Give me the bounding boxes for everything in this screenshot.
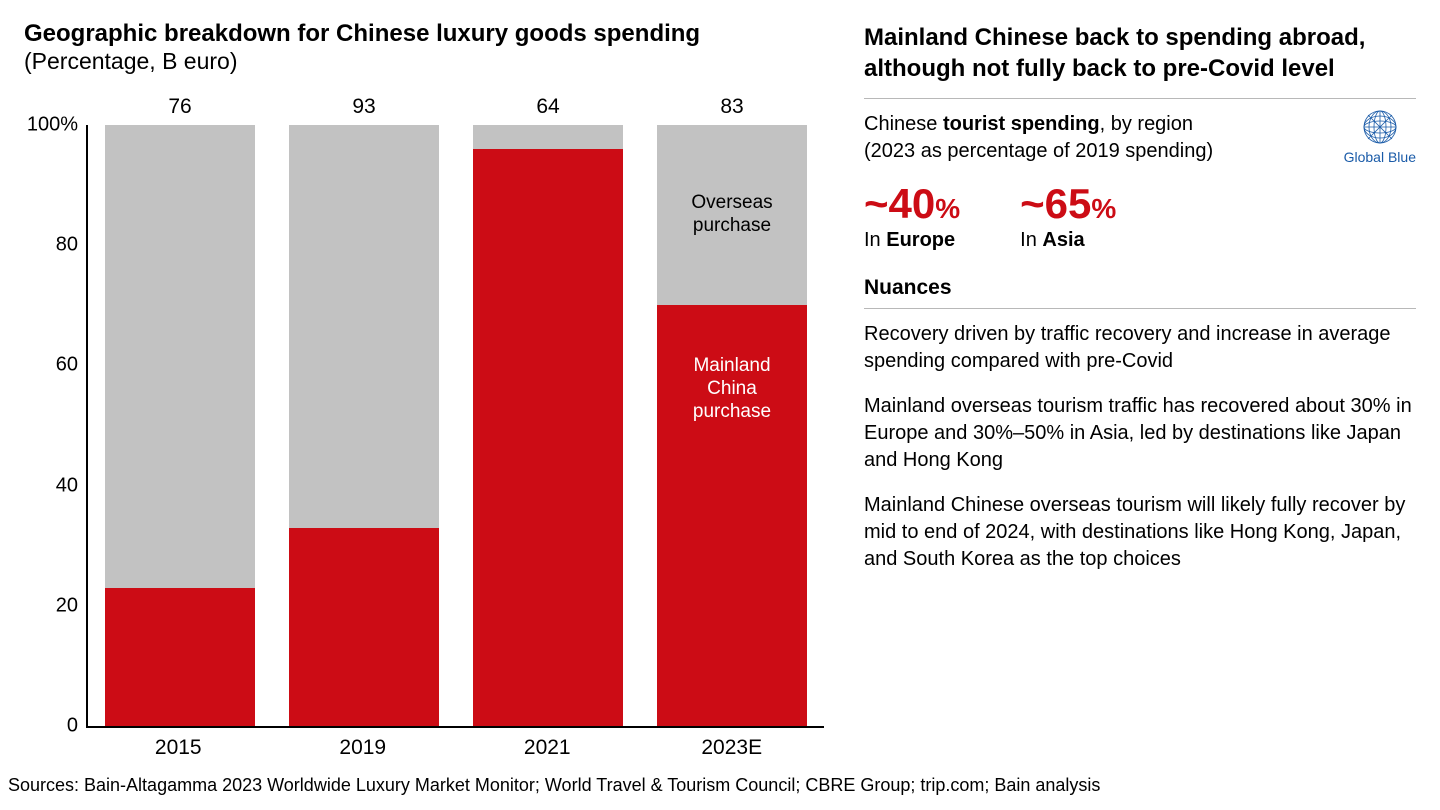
y-tick: 20 [56, 594, 78, 617]
x-label: 2015 [103, 736, 253, 760]
bar-top-value: 64 [473, 95, 623, 119]
chart-title: Geographic breakdown for Chinese luxury … [24, 20, 824, 48]
nuance-item: Recovery driven by traffic recovery and … [864, 321, 1416, 375]
bar-segment-overseas [289, 125, 439, 528]
bar-segment-mainland [289, 528, 439, 726]
bar-segment-mainland [473, 149, 623, 726]
bar-segment-overseas [473, 125, 623, 149]
chart-panel: Geographic breakdown for Chinese luxury … [24, 20, 824, 760]
plot-area: 76936483OverseaspurchaseMainlandChinapur… [86, 125, 824, 726]
bar-group: 64 [473, 125, 623, 726]
stat-value: ~40% [864, 183, 960, 225]
info-title: Mainland Chinese back to spending abroad… [864, 22, 1416, 84]
x-label: 2019 [288, 736, 438, 760]
mainland-label: MainlandChinapurchase [657, 355, 807, 423]
stat-block: ~40% In Europe [864, 183, 960, 252]
y-tick: 80 [56, 234, 78, 257]
stat-block: ~65% In Asia [1020, 183, 1116, 252]
bar-top-value: 93 [289, 95, 439, 119]
globe-icon [1358, 107, 1402, 147]
bar-segment-mainland [105, 588, 255, 726]
divider [864, 308, 1416, 309]
logo-text: Global Blue [1344, 149, 1416, 165]
info-subheader: Chinese tourist spending, by region (202… [864, 111, 1213, 165]
y-tick: 40 [56, 474, 78, 497]
overseas-label: Overseaspurchase [657, 192, 807, 238]
x-label: 2021 [472, 736, 622, 760]
sources-footer: Sources: Bain-Altagamma 2023 Worldwide L… [8, 775, 1100, 796]
nuances-list: Recovery driven by traffic recovery and … [864, 321, 1416, 591]
x-axis-labels: 2015 2019 2021 2023E [86, 728, 824, 760]
stats-row: ~40% In Europe ~65% In Asia [864, 183, 1416, 252]
bar-top-value: 76 [105, 95, 255, 119]
stat-value: ~65% [1020, 183, 1116, 225]
y-tick: 0 [67, 715, 78, 738]
nuance-item: Mainland overseas tourism traffic has re… [864, 393, 1416, 474]
y-axis: 020406080100% [24, 125, 86, 726]
stat-label: In Europe [864, 229, 960, 252]
y-tick: 100% [27, 114, 78, 137]
info-panel: Mainland Chinese back to spending abroad… [864, 20, 1416, 760]
bar-group: 76 [105, 125, 255, 726]
nuances-heading: Nuances [864, 276, 1416, 300]
y-tick: 60 [56, 354, 78, 377]
bar-top-value: 83 [657, 95, 807, 119]
x-label: 2023E [657, 736, 807, 760]
bar-group: 93 [289, 125, 439, 726]
stat-label: In Asia [1020, 229, 1116, 252]
bar-segment-overseas [105, 125, 255, 588]
bar-group: 83OverseaspurchaseMainlandChinapurchase [657, 125, 807, 726]
chart-subtitle: (Percentage, B euro) [24, 48, 824, 75]
divider [864, 98, 1416, 99]
nuance-item: Mainland Chinese overseas tourism will l… [864, 492, 1416, 573]
global-blue-logo: Global Blue [1344, 107, 1416, 165]
